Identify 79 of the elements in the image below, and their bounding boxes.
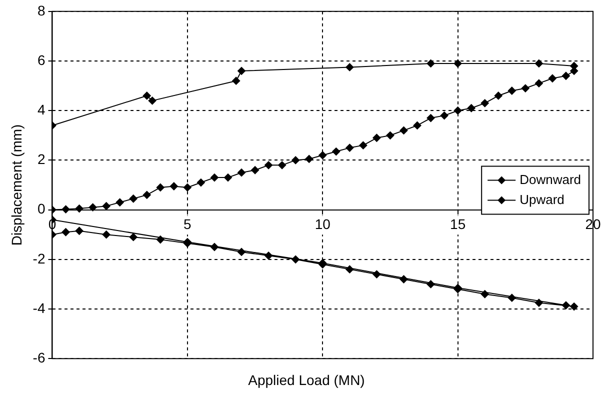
x-axis-title: Applied Load (MN) — [247, 372, 366, 388]
point — [480, 99, 489, 108]
point — [386, 131, 394, 140]
point — [102, 230, 110, 239]
point — [75, 226, 84, 235]
point — [129, 194, 138, 203]
point — [570, 302, 578, 311]
point — [413, 121, 422, 130]
point — [148, 96, 156, 105]
point — [562, 72, 570, 80]
point — [534, 79, 543, 88]
point — [264, 252, 273, 260]
point — [238, 248, 246, 256]
point — [372, 270, 381, 278]
point — [305, 154, 314, 163]
point — [129, 233, 138, 242]
point — [278, 161, 286, 170]
legend-label: Upward — [520, 192, 564, 207]
point — [534, 59, 543, 68]
point — [238, 66, 246, 75]
point — [400, 275, 408, 284]
y-tick-label: -6 — [32, 349, 46, 366]
y-tick-label: 2 — [37, 151, 46, 168]
point — [521, 84, 530, 92]
point — [372, 134, 381, 142]
point — [156, 183, 164, 192]
y-tick-label: -4 — [32, 300, 46, 316]
legend-label: Downward — [520, 172, 582, 187]
point — [210, 174, 218, 182]
y-tick-label: -2 — [32, 250, 46, 266]
point — [292, 255, 300, 264]
x-tick-label: 15 — [450, 216, 466, 232]
point — [562, 301, 570, 310]
point — [548, 74, 556, 82]
point — [400, 126, 408, 134]
point — [454, 106, 462, 115]
point — [346, 144, 354, 152]
x-tick-label: 10 — [314, 216, 331, 232]
y-tick-label: 4 — [37, 101, 46, 118]
point — [440, 112, 448, 120]
point — [508, 86, 516, 95]
x-tick-label: 5 — [184, 216, 192, 232]
point — [62, 205, 70, 214]
point — [454, 59, 462, 68]
point — [116, 198, 124, 206]
point — [75, 204, 84, 213]
point — [508, 294, 516, 302]
y-axis-title: Displacement (mm) — [8, 124, 24, 246]
y-tick-label: 8 — [37, 2, 46, 18]
point — [359, 141, 368, 150]
point — [62, 228, 70, 236]
point — [196, 178, 205, 187]
point — [210, 243, 218, 251]
point — [332, 148, 340, 156]
point — [88, 203, 97, 212]
point — [170, 182, 178, 190]
point — [318, 151, 327, 160]
point — [494, 92, 502, 100]
y-tick-label: 0 — [37, 200, 46, 217]
point — [156, 236, 164, 244]
point — [102, 202, 110, 210]
point — [183, 183, 192, 192]
point — [292, 156, 300, 164]
y-tick-label: 6 — [37, 52, 46, 68]
point — [251, 166, 260, 174]
point — [224, 174, 232, 182]
point — [142, 92, 151, 100]
point — [534, 298, 543, 307]
point — [467, 104, 476, 112]
point — [346, 63, 354, 72]
point — [264, 161, 273, 170]
point — [346, 265, 354, 274]
point — [480, 290, 489, 298]
point — [232, 76, 240, 85]
point — [426, 59, 435, 68]
point — [426, 114, 435, 122]
point — [142, 190, 151, 199]
point — [426, 280, 435, 288]
point — [238, 168, 246, 177]
